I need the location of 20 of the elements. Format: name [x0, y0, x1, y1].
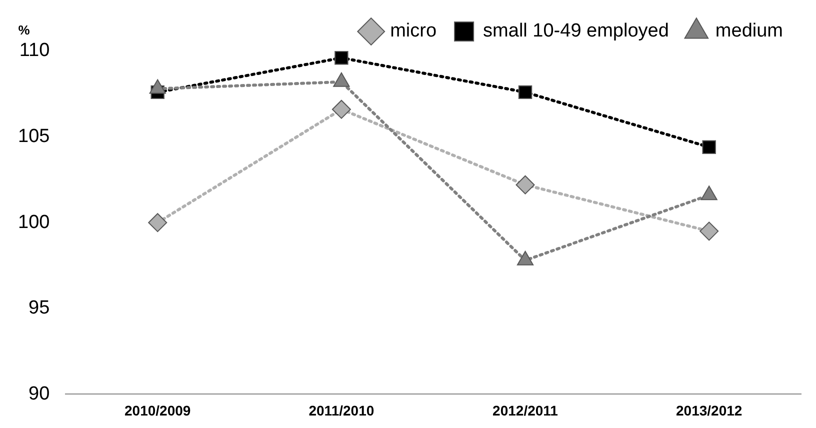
x-tick-label: 2010/2009	[124, 402, 191, 418]
point	[702, 140, 716, 154]
legend-label: small 10-49 employed	[483, 20, 669, 42]
point	[148, 213, 168, 232]
x-tick-label: 2011/2010	[308, 402, 374, 418]
point	[334, 51, 348, 65]
point	[700, 222, 719, 241]
x-tick-label: 2013/2012	[676, 402, 742, 418]
point	[332, 100, 351, 119]
x-tick-label: 2012/2011	[492, 402, 558, 418]
y-axis-title: %	[18, 22, 30, 38]
legend-label: micro	[390, 20, 437, 42]
legend-label: medium	[715, 20, 783, 42]
y-tick-label: 90	[28, 383, 50, 404]
point	[518, 85, 532, 100]
point	[516, 175, 535, 194]
y-tick-label: 110	[19, 40, 50, 62]
y-tick-label: 95	[28, 298, 50, 319]
y-tick-label: 105	[18, 126, 50, 148]
y-tick-label: 100	[18, 212, 50, 233]
